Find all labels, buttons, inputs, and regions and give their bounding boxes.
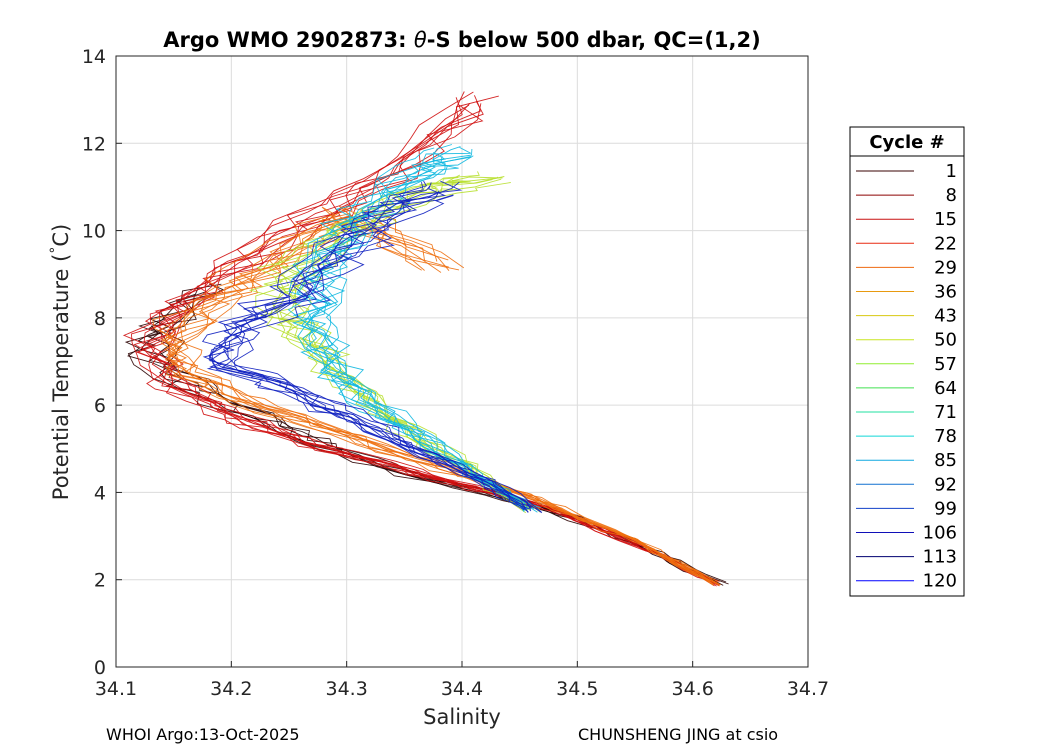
- legend-label: 92: [934, 474, 957, 495]
- legend-box: [849, 126, 965, 597]
- title-part-1: Argo WMO 2902873:: [163, 28, 414, 52]
- cycle-profile-line: [292, 155, 538, 513]
- legend-label: 8: [946, 185, 957, 206]
- legend-label: 71: [934, 402, 957, 423]
- data-series: [122, 91, 729, 587]
- legend-label: 1: [946, 161, 957, 182]
- y-label-part-2: C): [49, 224, 73, 247]
- y-tick-label: 8: [94, 308, 106, 330]
- legend-label: 57: [934, 354, 957, 375]
- footer-left: WHOI Argo:13-Oct-2025: [106, 725, 300, 744]
- x-tick-label: 34.3: [326, 678, 368, 700]
- cycle-profile-line: [221, 195, 543, 514]
- footer-right: CHUNSHENG JING at csio: [578, 725, 779, 744]
- legend-label: 43: [934, 306, 957, 327]
- cycle-profile-line: [310, 146, 541, 508]
- y-axis-ticks: 0 2 4 6 8 10 12 14: [82, 46, 122, 679]
- y-label-part-1: Potential Temperature (: [49, 254, 73, 501]
- legend-label: 85: [934, 450, 957, 471]
- x-axis-label: Salinity: [423, 705, 501, 729]
- legend: Cycle # 18152229364350576471788592991061…: [849, 126, 965, 597]
- y-label-degree: °: [48, 247, 64, 254]
- cycle-profile-line: [208, 180, 534, 508]
- y-tick-label: 12: [82, 133, 106, 155]
- cycle-profile-line: [164, 218, 716, 583]
- legend-label: 15: [934, 209, 957, 230]
- x-tick-label: 34.5: [556, 678, 598, 700]
- y-tick-label: 10: [82, 221, 106, 243]
- y-tick-label: 0: [94, 657, 106, 679]
- legend-label: 50: [934, 330, 957, 351]
- legend-label: 78: [934, 426, 957, 447]
- x-tick-label: 34.4: [441, 678, 483, 700]
- x-tick-label: 34.1: [95, 678, 137, 700]
- x-tick-label: 34.2: [210, 678, 252, 700]
- cycle-profile-line: [232, 180, 542, 513]
- legend-label: 29: [934, 257, 957, 278]
- cycle-profile-line: [305, 147, 527, 511]
- legend-title: Cycle #: [869, 132, 944, 153]
- legend-label: 64: [934, 378, 957, 399]
- x-axis-ticks: 34.1 34.2 34.3 34.4 34.5 34.6 34.7: [95, 661, 829, 700]
- legend-label: 99: [934, 498, 957, 519]
- legend-label: 113: [923, 547, 957, 568]
- legend-label: 106: [923, 523, 957, 544]
- cycle-profile-line: [209, 185, 529, 513]
- legend-items: 1 8 15 22 29 36 43 50 57 64 71 78 85 92 99 106 113 120: [856, 161, 957, 592]
- legend-label: 120: [923, 571, 957, 592]
- y-axis-label: Potential Temperature (°C): [48, 224, 73, 500]
- y-tick-label: 4: [94, 482, 106, 504]
- title-theta: θ: [414, 28, 427, 52]
- cycle-profile-line: [211, 190, 526, 510]
- title-part-2: -S below 500 dbar, QC=(1,2): [427, 28, 761, 52]
- y-tick-label: 2: [94, 570, 106, 592]
- chart-title: Argo WMO 2902873: θ-S below 500 dbar, QC…: [163, 28, 760, 52]
- cycle-profile-line: [320, 148, 534, 510]
- x-tick-label: 34.7: [787, 678, 829, 700]
- cycle-profile-line: [152, 206, 710, 583]
- cycle-profile-line: [130, 91, 717, 587]
- y-tick-label: 6: [94, 395, 106, 417]
- y-tick-label: 14: [82, 46, 106, 68]
- cycle-profile-line: [288, 144, 526, 508]
- cycle-profile-line: [160, 205, 714, 586]
- legend-label: 22: [934, 233, 957, 254]
- cycle-profile-line: [160, 218, 721, 586]
- x-tick-label: 34.6: [672, 678, 714, 700]
- legend-label: 36: [934, 282, 957, 303]
- cycle-profile-line: [140, 100, 720, 586]
